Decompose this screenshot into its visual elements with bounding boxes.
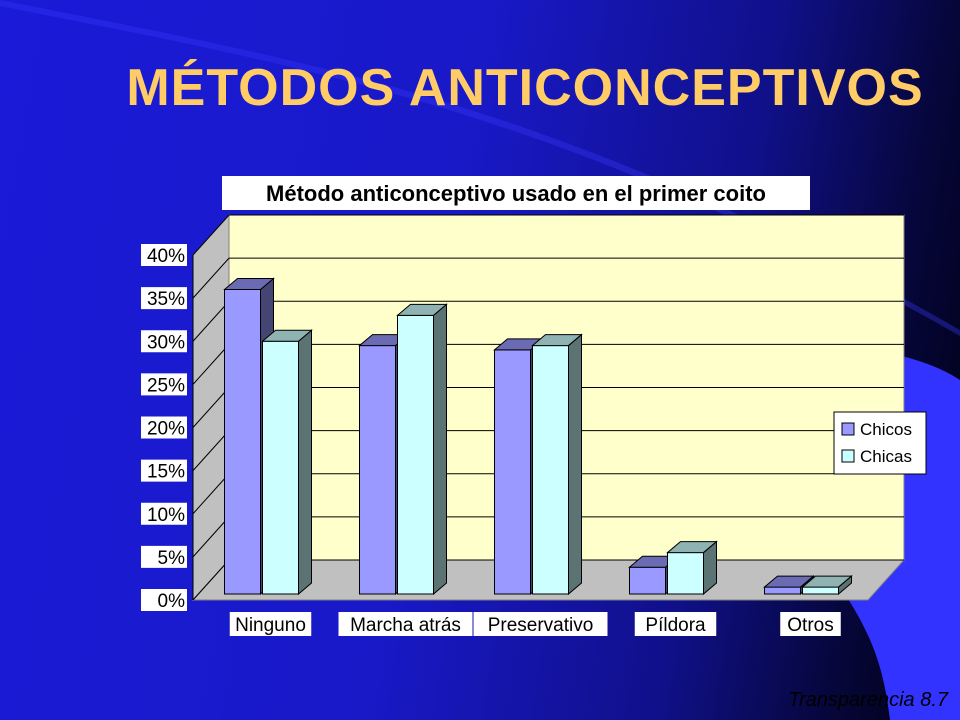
bar-side xyxy=(433,303,447,596)
gridline-side xyxy=(192,516,230,558)
gridline-side xyxy=(192,387,230,428)
bar-top xyxy=(666,541,718,554)
slide-title: MÉTODOS ANTICONCEPTIVOS xyxy=(126,59,924,117)
category-label-box xyxy=(229,612,312,636)
category-label-box xyxy=(473,612,608,636)
gridline-side xyxy=(192,344,230,385)
y-tick-label-box xyxy=(141,416,187,439)
bar-front xyxy=(532,345,569,595)
bar-front xyxy=(224,289,261,595)
bar-top xyxy=(223,278,275,290)
bar-front xyxy=(397,314,434,595)
gridline-side xyxy=(192,257,230,299)
legend-swatch-chicas xyxy=(841,449,855,463)
bar-front xyxy=(764,586,801,595)
bar-chicas xyxy=(666,540,718,596)
slide-footer: Transparencia 8.7 xyxy=(788,689,948,711)
y-axis: 0% 5% 10% 15% 20% 25% 30% 35% 40% xyxy=(141,244,194,612)
bar-top xyxy=(261,329,313,342)
y-tick-label-box xyxy=(141,589,187,611)
bar-top xyxy=(763,575,815,588)
bar-top xyxy=(801,575,853,588)
y-tick-label: 0% xyxy=(158,591,186,612)
chart-title: Método anticonceptivo usado en el primer… xyxy=(266,181,766,206)
category-label-box xyxy=(338,612,473,636)
y-tick-label-box xyxy=(141,459,187,482)
y-tick-label-box xyxy=(141,502,187,525)
bar-top xyxy=(531,334,583,347)
y-tick-label: 20% xyxy=(147,419,185,440)
bar-front xyxy=(494,349,531,595)
y-tick-label: 25% xyxy=(147,375,185,396)
category-label-box xyxy=(780,612,841,636)
y-tick-label: 30% xyxy=(147,332,185,353)
gridline-side xyxy=(192,214,230,256)
bar-chicas xyxy=(531,333,583,596)
legend: Chicos Chicas xyxy=(833,411,927,475)
legend-swatch-chicos xyxy=(841,422,855,436)
bar-chicas xyxy=(396,303,448,596)
bar-side xyxy=(298,329,312,596)
bar-front xyxy=(667,552,704,595)
gridline-side xyxy=(192,430,230,471)
x-axis: Ninguno Marcha atrás Preservativo Píldora Ot… xyxy=(229,612,841,636)
category-label: Marcha atrás xyxy=(350,615,461,636)
y-tick-label: 15% xyxy=(147,462,185,483)
bar-chicas xyxy=(801,574,853,596)
y-tick-label-box xyxy=(141,244,187,266)
chart-title-box xyxy=(222,176,810,210)
y-tick-label: 40% xyxy=(147,246,185,267)
bar-front xyxy=(262,340,299,595)
bar-front xyxy=(629,566,666,595)
category-label: Otros xyxy=(787,615,833,636)
bar-top xyxy=(396,303,448,316)
y-tick-label-box xyxy=(141,287,187,310)
category-label: Píldora xyxy=(645,615,706,636)
bar-front xyxy=(802,586,839,595)
y-tick-label: 35% xyxy=(147,289,185,310)
bar-front xyxy=(359,345,396,595)
legend-box xyxy=(833,411,927,475)
y-tick-label: 10% xyxy=(147,505,185,526)
legend-label-chicos: Chicos xyxy=(860,420,912,439)
y-tick-label: 5% xyxy=(158,548,186,569)
y-tick-label-box xyxy=(141,373,187,396)
y-tick-label-box xyxy=(141,545,187,568)
y-tick-label-box xyxy=(141,330,187,353)
bar-chicas xyxy=(261,329,313,596)
chart-title-group: Método anticonceptivo usado en el primer… xyxy=(222,176,810,210)
bar-side xyxy=(568,333,582,596)
gridline-side xyxy=(192,559,230,601)
gridline-side xyxy=(192,300,230,342)
category-label: Ninguno xyxy=(235,615,306,636)
bars xyxy=(223,277,853,596)
category-label: Preservativo xyxy=(488,615,594,636)
gridline-side xyxy=(192,473,230,515)
category-label-box xyxy=(634,612,717,636)
legend-label-chicas: Chicas xyxy=(860,447,912,466)
